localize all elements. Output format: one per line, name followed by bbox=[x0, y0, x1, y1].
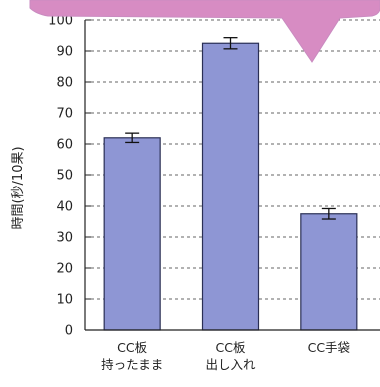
y-tick-label: 90 bbox=[56, 45, 73, 60]
y-tick-label: 10 bbox=[56, 293, 73, 308]
x-category-label: CC板 bbox=[216, 340, 246, 355]
y-axis-label: 時間(秒/10果) bbox=[11, 146, 26, 229]
axes bbox=[84, 19, 380, 331]
x-category-label: 持ったまま bbox=[101, 357, 163, 372]
y-tick-label: 40 bbox=[56, 200, 73, 215]
y-tick-label: 0 bbox=[65, 324, 73, 339]
x-category-label: 出し入れ bbox=[205, 357, 256, 372]
bars bbox=[103, 37, 358, 331]
y-tick-label: 80 bbox=[56, 76, 73, 91]
y-tick-labels: 0 10 20 30 40 50 60 70 80 90 100 bbox=[48, 14, 73, 339]
y-tick-label: 30 bbox=[56, 231, 73, 246]
y-tick-label: 20 bbox=[56, 262, 73, 277]
bar bbox=[201, 42, 260, 331]
x-category-label: CC板 bbox=[117, 340, 147, 355]
y-tick-label: 100 bbox=[48, 14, 73, 29]
bar bbox=[103, 137, 161, 331]
x-category-label: CC手袋 bbox=[308, 340, 351, 355]
y-tick-label: 50 bbox=[56, 169, 73, 184]
y-tick-label: 70 bbox=[56, 107, 73, 122]
bar bbox=[300, 213, 358, 331]
y-tick-label: 60 bbox=[56, 138, 73, 153]
